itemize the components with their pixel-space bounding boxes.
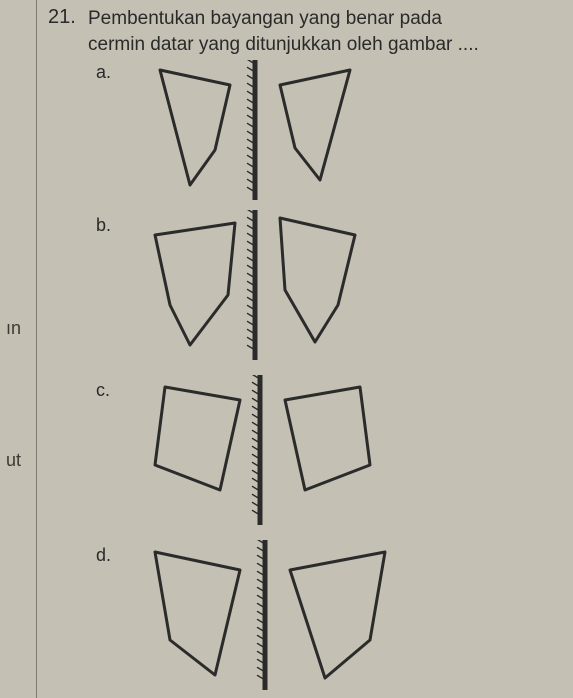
- mirror: [252, 375, 260, 525]
- option-figure: [120, 60, 390, 200]
- mirror: [247, 60, 255, 200]
- object-shape: [155, 223, 235, 345]
- left-rail-mark: ın: [6, 318, 21, 339]
- mirror: [257, 540, 265, 690]
- option-figure: [120, 210, 390, 360]
- object-shape: [155, 552, 240, 675]
- option-label: a.: [96, 62, 111, 83]
- left-rail-mark: ut: [6, 450, 21, 471]
- mirror: [247, 210, 255, 360]
- image-shape: [280, 218, 355, 342]
- option-svg: [120, 375, 390, 525]
- page-root: ın ut 21. Pembentukan bayangan yang benar…: [0, 0, 573, 698]
- option-svg: [120, 540, 410, 690]
- option-figure: [120, 540, 410, 690]
- option-label: b.: [96, 215, 111, 236]
- option-figure: [120, 375, 390, 525]
- question-number: 21.: [48, 6, 76, 29]
- image-shape: [280, 70, 350, 180]
- left-rail: ın ut: [0, 0, 37, 698]
- option-svg: [120, 210, 390, 360]
- option-label: d.: [96, 545, 111, 566]
- question-line-1: Pembentukan bayangan yang benar pada: [88, 8, 442, 29]
- question-text: Pembentukan bayangan yang benar pada cer…: [88, 6, 559, 57]
- image-shape: [285, 387, 370, 490]
- object-shape: [155, 387, 240, 490]
- question-line-2: cermin datar yang ditunjukkan oleh gamba…: [88, 34, 479, 55]
- object-shape: [160, 70, 230, 185]
- option-label: c.: [96, 380, 110, 401]
- image-shape: [290, 552, 385, 678]
- option-svg: [120, 60, 390, 200]
